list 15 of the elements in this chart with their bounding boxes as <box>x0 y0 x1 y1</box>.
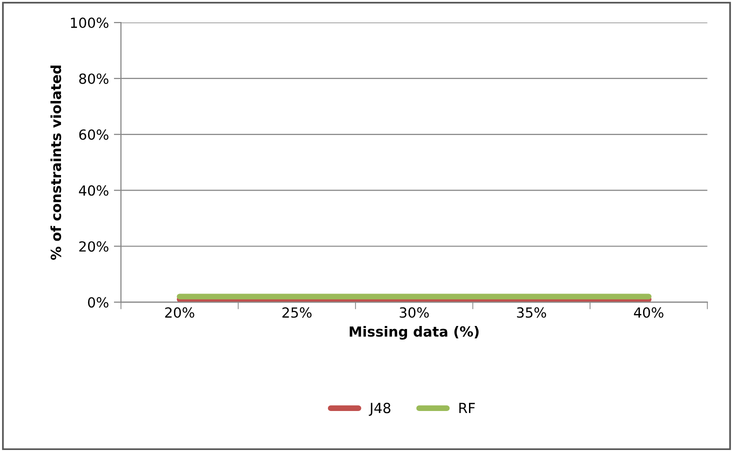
y-tick-label: 0% <box>88 297 108 308</box>
y-tick-label: 80% <box>79 73 108 84</box>
x-tick-label: 20% <box>165 307 194 318</box>
x-tick-label: 40% <box>634 307 664 318</box>
legend-label: RF <box>459 402 475 414</box>
y-tick-label: 20% <box>79 241 108 252</box>
x-tick-label: 25% <box>282 307 312 318</box>
y-tick-label: 40% <box>78 185 108 196</box>
x-axis-title: Missing data (%) <box>350 326 479 340</box>
y-tick-label: 60% <box>79 129 108 140</box>
legend-label: J48 <box>368 402 390 416</box>
y-axis-title: % of constraints violated <box>50 66 62 260</box>
x-tick-label: 35% <box>517 307 546 318</box>
x-tick-label: 30% <box>400 307 429 318</box>
y-tick-label: 100% <box>70 18 108 28</box>
